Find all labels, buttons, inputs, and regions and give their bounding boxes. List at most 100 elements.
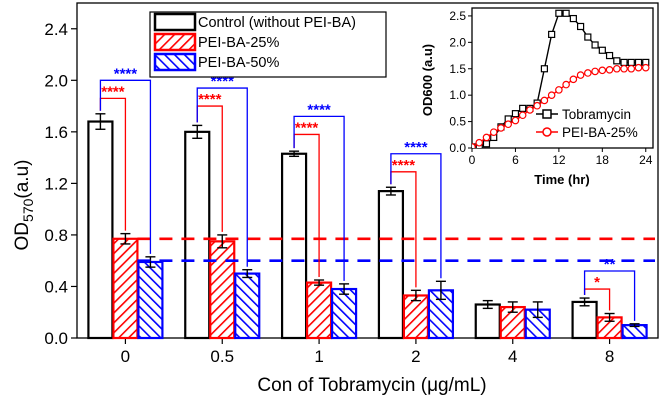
y-tick-label: 0.4	[44, 277, 68, 296]
x-axis-title: Con of Tobramycin (μg/mL)	[257, 375, 486, 396]
inset-point-tobramycin	[620, 58, 628, 67]
legend-swatch-control	[153, 12, 197, 32]
plot-frame	[76, 2, 659, 339]
inset-point-pei-ba-25	[576, 71, 585, 79]
bar-pei-ba-25-2	[402, 294, 430, 340]
inset-point-tobramycin	[569, 14, 577, 23]
inset-point-pei-ba-25	[540, 96, 549, 105]
inset-point-tobramycin	[555, 9, 563, 17]
inset-point-pei-ba-25	[526, 106, 534, 114]
inset-x-tick-label: 6	[512, 153, 519, 167]
y-tick-label: 0.8	[44, 226, 68, 245]
significance-label: ****	[295, 119, 319, 136]
inset-legend-marker-pei-ba-25	[542, 127, 552, 137]
inset-point-tobramycin	[627, 58, 635, 67]
bar-pei-ba-25-1	[305, 281, 333, 340]
inset-point-tobramycin	[605, 51, 614, 60]
bar-pei-ba-25-0-5	[209, 240, 236, 340]
inset-legend-marker-tobramycin	[542, 109, 552, 119]
inset-point-pei-ba-25	[497, 124, 505, 132]
inset-y-tick-label: 2.0	[449, 35, 466, 49]
inset-y-tick-label: 0.0	[449, 141, 466, 155]
y-tick-label: 2.0	[44, 71, 68, 90]
inset-point-pei-ba-25	[533, 101, 541, 110]
inset-point-tobramycin	[482, 140, 491, 148]
inset-point-pei-ba-25	[612, 64, 621, 73]
inset-point-tobramycin	[591, 41, 599, 49]
inset-y-tick-label: 1.0	[449, 88, 466, 102]
significance-bracket	[583, 270, 636, 321]
inset-point-pei-ba-25	[518, 111, 527, 120]
inset-point-tobramycin	[548, 30, 556, 39]
x-tick-label: 2	[411, 347, 420, 366]
legend-label-pei-ba-25: PEI-BA-25%	[198, 35, 279, 51]
inset-point-tobramycin	[511, 110, 520, 118]
inset-point-pei-ba-25	[547, 91, 556, 99]
inset-x-tick-label: 18	[596, 153, 610, 167]
bar-control-without-pei-ba-1	[280, 152, 308, 340]
inset-point-tobramycin	[519, 104, 527, 112]
y-tick-label: 0.0	[44, 329, 68, 348]
x-tick-label: 1	[314, 347, 323, 366]
bar-control-without-pei-ba-4	[474, 303, 501, 340]
od600-inset-chart: 0.0 0.5 1.0 1.5 2.0 2.5 0 6 12 18 24 OD600 (a.u) T…	[420, 7, 654, 187]
significance-label: ****	[114, 65, 138, 82]
bar-pei-ba-25-0	[112, 237, 139, 340]
legend-label-pei-ba-50: PEI-BA-50%	[198, 55, 279, 71]
x-tick-label: 0	[121, 347, 130, 366]
y-axis-title: OD570(a.u)	[12, 160, 36, 251]
inset-point-pei-ba-25	[627, 64, 636, 73]
bar-pei-ba-50-0	[137, 260, 164, 340]
significance-label: ****	[307, 101, 331, 118]
inset-point-pei-ba-25	[562, 80, 570, 89]
significance-label: ****	[392, 157, 416, 174]
x-tick-label: 4	[508, 347, 517, 366]
significance-label: ****	[101, 83, 125, 100]
inset-point-pei-ba-25	[489, 128, 498, 136]
inset-x-tick-label: 12	[552, 153, 566, 167]
inset-point-pei-ba-25	[605, 66, 614, 74]
inset-y-tick-label: 1.5	[449, 62, 466, 76]
inset-point-pei-ba-25	[591, 67, 599, 76]
significance-bracket	[390, 153, 442, 279]
inset-point-pei-ba-25	[482, 133, 491, 142]
inset-point-tobramycin	[540, 65, 549, 73]
bar-control-without-pei-ba-2	[377, 190, 405, 340]
inset-point-tobramycin	[584, 33, 592, 41]
bar-control-without-pei-ba-8	[571, 300, 598, 340]
significance-bracket	[293, 115, 345, 281]
bar-pei-ba-50-0-5	[234, 272, 261, 340]
inset-legend-label-pei-ba-25: PEI-BA-25%	[562, 125, 638, 140]
legend: Control (without PEI-BA) PEI-BA-25% PEI-…	[149, 11, 387, 78]
legend-swatch-pei-ba-50	[153, 52, 197, 72]
x-tick-label: 8	[605, 347, 614, 366]
inset-point-pei-ba-25	[504, 120, 513, 129]
inset-point-pei-ba-25	[511, 116, 520, 125]
significance-label: ****	[404, 139, 428, 156]
inset-x-axis-title: Time (hr)	[534, 172, 589, 187]
inset-point-pei-ba-25	[620, 64, 628, 73]
inset-point-pei-ba-25	[641, 63, 650, 72]
inset-series-group	[472, 9, 650, 148]
inset-legend-label-tobramycin: Tobramycin	[562, 107, 631, 122]
x-tick-label: 0.5	[210, 347, 234, 366]
inset-point-pei-ba-25	[569, 75, 578, 84]
y-tick-label: 2.4	[44, 20, 68, 39]
inset-point-pei-ba-25	[584, 69, 592, 77]
inset-legend: Tobramycin PEI-BA-25%	[536, 107, 638, 140]
inset-point-pei-ba-25	[634, 63, 643, 72]
legend-swatch-pei-ba-25	[153, 32, 197, 52]
bar-control-without-pei-ba-0	[87, 120, 114, 340]
inset-y-axis-title: OD600 (a.u)	[420, 44, 435, 116]
y-tick-label: 1.6	[44, 123, 68, 142]
inset-point-tobramycin	[598, 46, 606, 54]
inset-point-pei-ba-25	[472, 143, 476, 148]
inset-y-tick-label: 0.5	[449, 115, 466, 129]
significance-bracket	[196, 87, 248, 267]
inset-point-tobramycin	[562, 9, 570, 17]
significance-label: ****	[198, 91, 222, 108]
inset-y-tick-label: 2.5	[449, 9, 466, 23]
inset-x-tick-label: 24	[639, 153, 653, 167]
